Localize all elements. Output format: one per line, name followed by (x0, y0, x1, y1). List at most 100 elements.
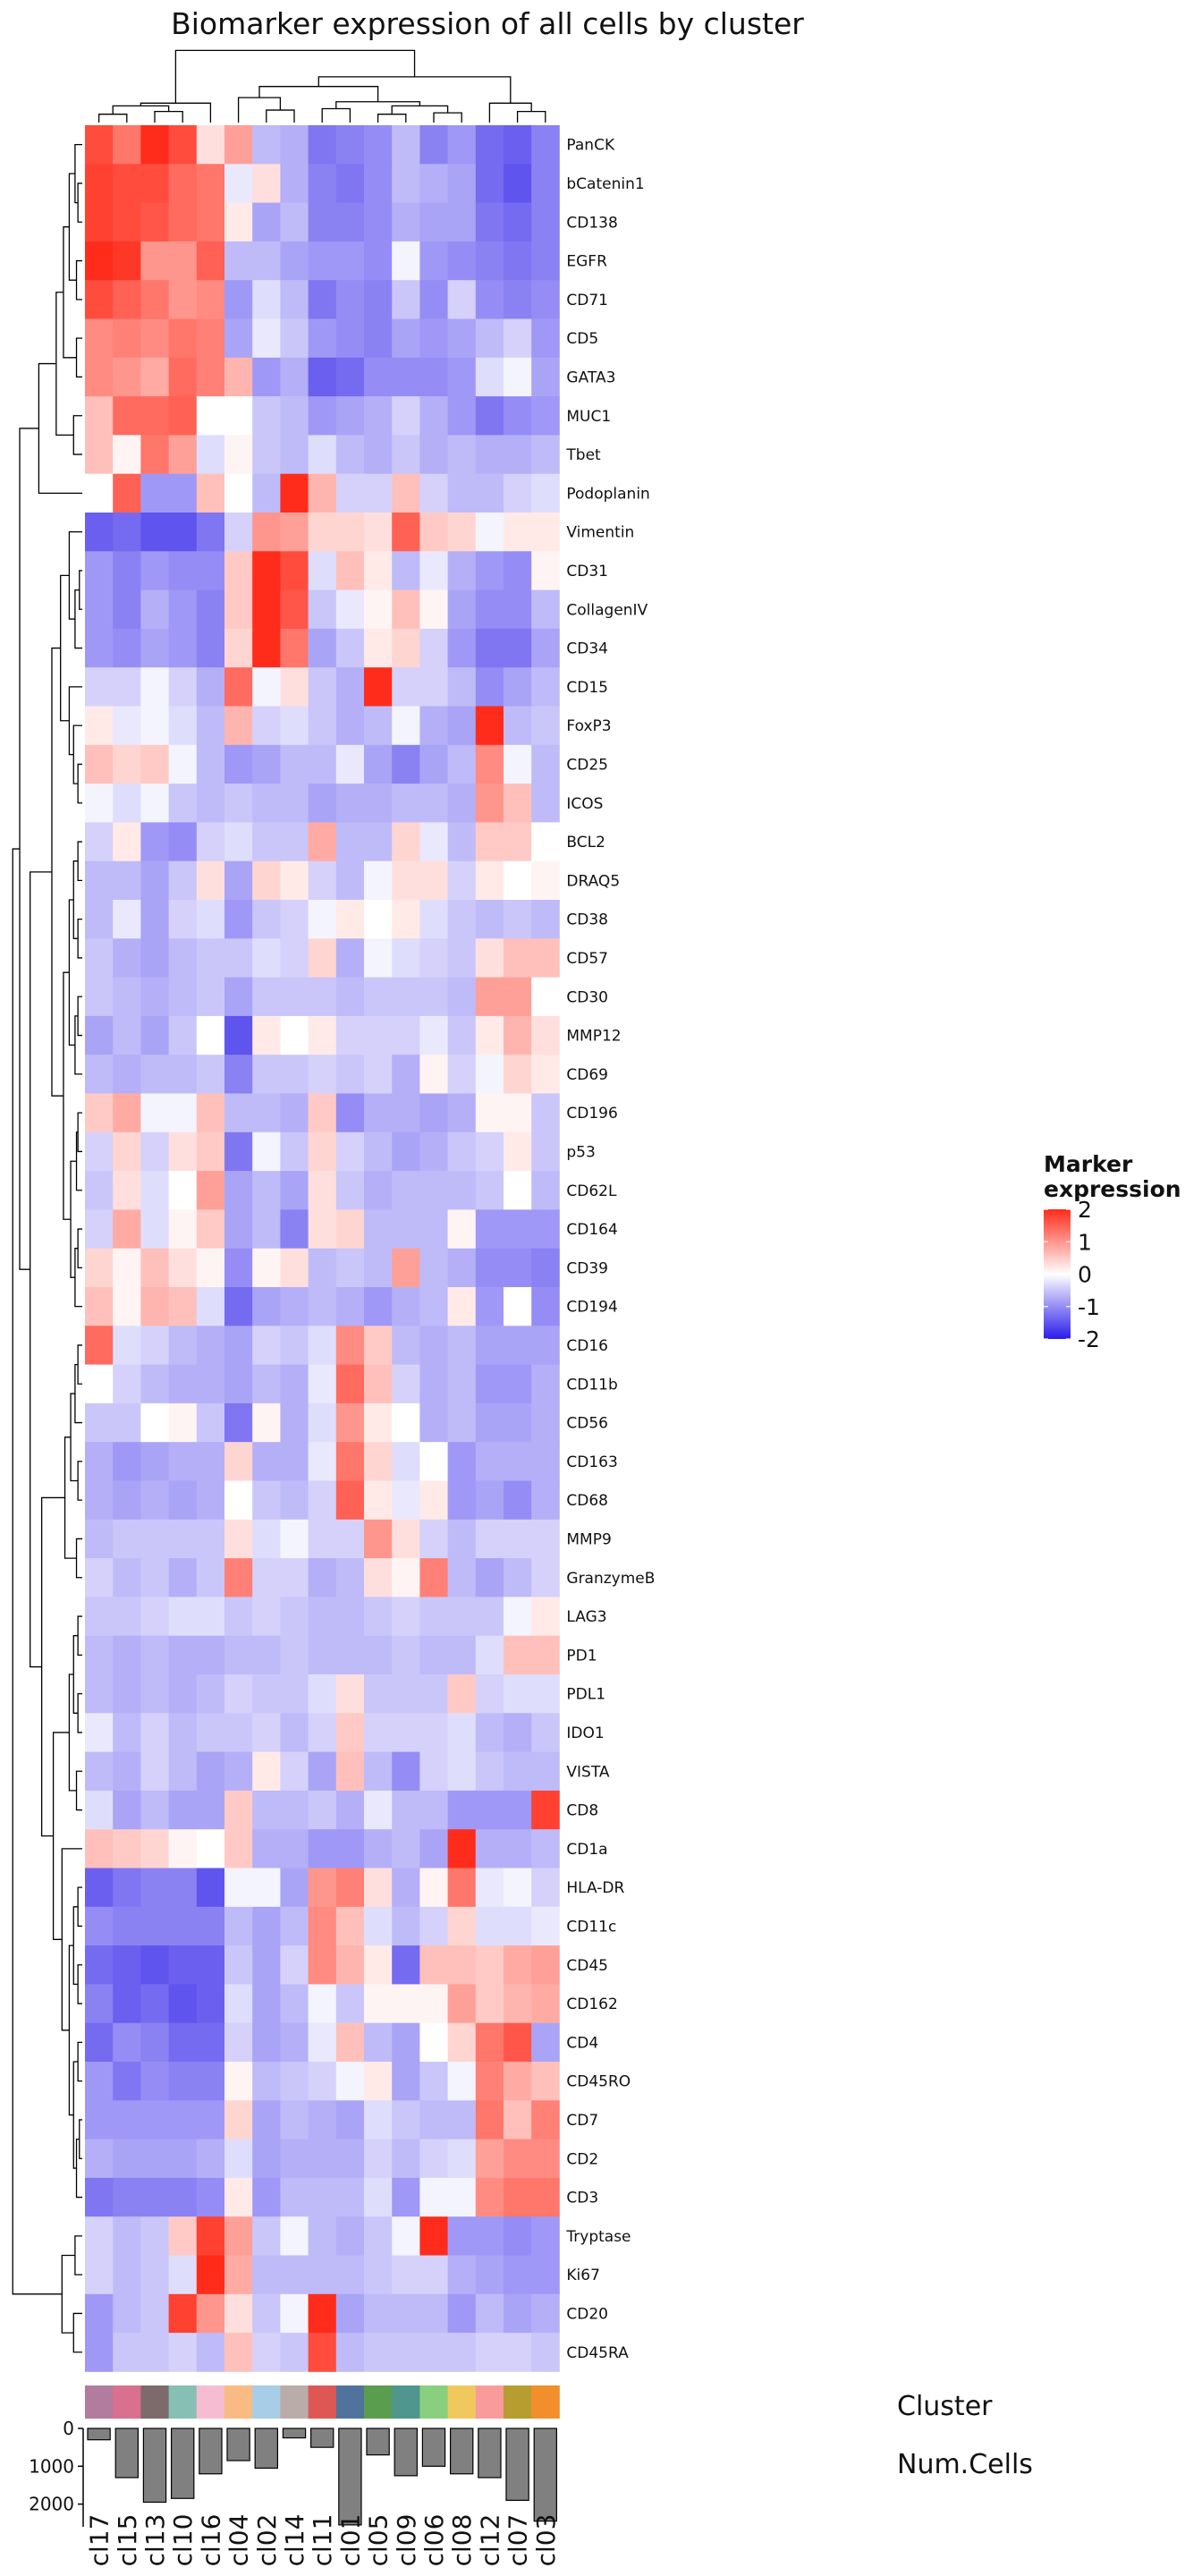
num-cells-bar (226, 2428, 250, 2462)
heatmap-cell (308, 860, 337, 901)
heatmap-cell (113, 667, 141, 707)
heatmap-cell (252, 1015, 281, 1055)
heatmap-cell (140, 1751, 169, 1792)
heatmap-cell (113, 2333, 141, 2372)
heatmap-cell (419, 1635, 448, 1675)
heatmap-cell (364, 1015, 393, 1055)
heatmap-cell (504, 1790, 532, 1830)
heatmap-cell (447, 2139, 477, 2179)
heatmap-cell (364, 2255, 393, 2295)
heatmap-cell (280, 1402, 309, 1443)
heatmap-cell (392, 2333, 420, 2372)
heatmap-cell (419, 280, 448, 319)
heatmap-cell (308, 977, 337, 1017)
heatmap-cell (168, 396, 198, 436)
cluster-color-cell (364, 2385, 393, 2419)
heatmap-cell (392, 2255, 420, 2295)
heatmap-cell (113, 1984, 141, 2024)
heatmap-cell (475, 241, 504, 281)
row-label: GranzymeB (566, 1570, 655, 1588)
heatmap-cell (335, 2022, 365, 2063)
heatmap-cell (475, 1906, 504, 1946)
cluster-color-cell (140, 2385, 169, 2419)
heatmap-cell (475, 1519, 504, 1559)
heatmap-cell (308, 1209, 337, 1250)
heatmap-cell (140, 589, 169, 630)
heatmap-cell (392, 822, 420, 862)
heatmap-cell (113, 473, 141, 513)
heatmap-cell (85, 2333, 114, 2372)
row-label: ICOS (566, 795, 603, 813)
cluster-color-cell (308, 2385, 337, 2419)
legend-tick-label: -2 (1078, 1326, 1100, 1352)
row-label: CD162 (566, 1996, 617, 2013)
heatmap-cell (475, 318, 504, 359)
heatmap-cell (224, 473, 253, 513)
heatmap-cell (447, 1713, 477, 1752)
heatmap-cell (392, 280, 420, 319)
heatmap-cell (392, 1906, 420, 1946)
heatmap-cell (196, 1906, 225, 1946)
row-label: BCL2 (566, 834, 605, 852)
heatmap-cell (531, 784, 560, 823)
heatmap-cell (504, 822, 532, 862)
heatmap-cell (280, 2255, 309, 2295)
heatmap-cell (335, 589, 365, 630)
heatmap-cell (531, 2100, 560, 2140)
heatmap-cell (224, 2022, 253, 2063)
heatmap-cell (196, 977, 225, 1017)
heatmap-cell (196, 900, 225, 939)
heatmap-cell (168, 1248, 198, 1288)
heatmap-cell (447, 2022, 477, 2063)
heatmap-cell (392, 2177, 420, 2217)
heatmap-cell (308, 1868, 337, 1908)
heatmap-cell (475, 164, 504, 203)
heatmap-cell (364, 2333, 393, 2372)
heatmap-cell (335, 357, 365, 397)
heatmap-cell (504, 1287, 532, 1326)
heatmap-cell (531, 628, 560, 668)
heatmap-cell (140, 822, 169, 862)
heatmap-cell (224, 318, 253, 359)
heatmap-cell (280, 1055, 309, 1094)
heatmap-cell (504, 1364, 532, 1404)
heatmap-cell (364, 2216, 393, 2256)
heatmap-cell (364, 2293, 393, 2334)
heatmap-cell (475, 1868, 504, 1908)
row-label: CD1a (566, 1841, 607, 1859)
heatmap-cell (504, 473, 532, 513)
heatmap-cell (335, 860, 365, 901)
row-label: MMP9 (566, 1530, 611, 1548)
heatmap-cell (280, 1287, 309, 1326)
heatmap-cell (224, 1984, 253, 2024)
heatmap-cell (196, 2022, 225, 2063)
heatmap-cell (308, 784, 337, 823)
heatmap-cell (168, 357, 198, 397)
heatmap-cell (113, 318, 141, 359)
heatmap-cell (113, 900, 141, 939)
heatmap-cell (419, 241, 448, 281)
heatmap-cell (364, 2022, 393, 2063)
heatmap-cell (113, 1906, 141, 1946)
heatmap-cell (280, 1558, 309, 1597)
row-label: CD38 (566, 911, 608, 929)
heatmap-cell (85, 202, 114, 242)
heatmap-cell (531, 1984, 560, 2024)
heatmap-cell (392, 2100, 420, 2140)
heatmap-cell (252, 1442, 281, 1481)
heatmap-cell (504, 1906, 532, 1946)
heatmap-cell (280, 551, 309, 590)
row-label: CD16 (566, 1337, 608, 1355)
row-label: CD3 (566, 2190, 598, 2207)
heatmap-cell (252, 1209, 281, 1250)
heatmap-cell (475, 900, 504, 939)
num-cells-bar (505, 2428, 529, 2501)
heatmap-cell (113, 2255, 141, 2295)
heatmap-cell (196, 1015, 225, 1055)
heatmap-cell (168, 513, 198, 552)
heatmap-cell (531, 2062, 560, 2101)
heatmap-cell (252, 513, 281, 552)
heatmap-cell (504, 1093, 532, 1133)
heatmap-cell (168, 1713, 198, 1752)
heatmap-cell (308, 822, 337, 862)
